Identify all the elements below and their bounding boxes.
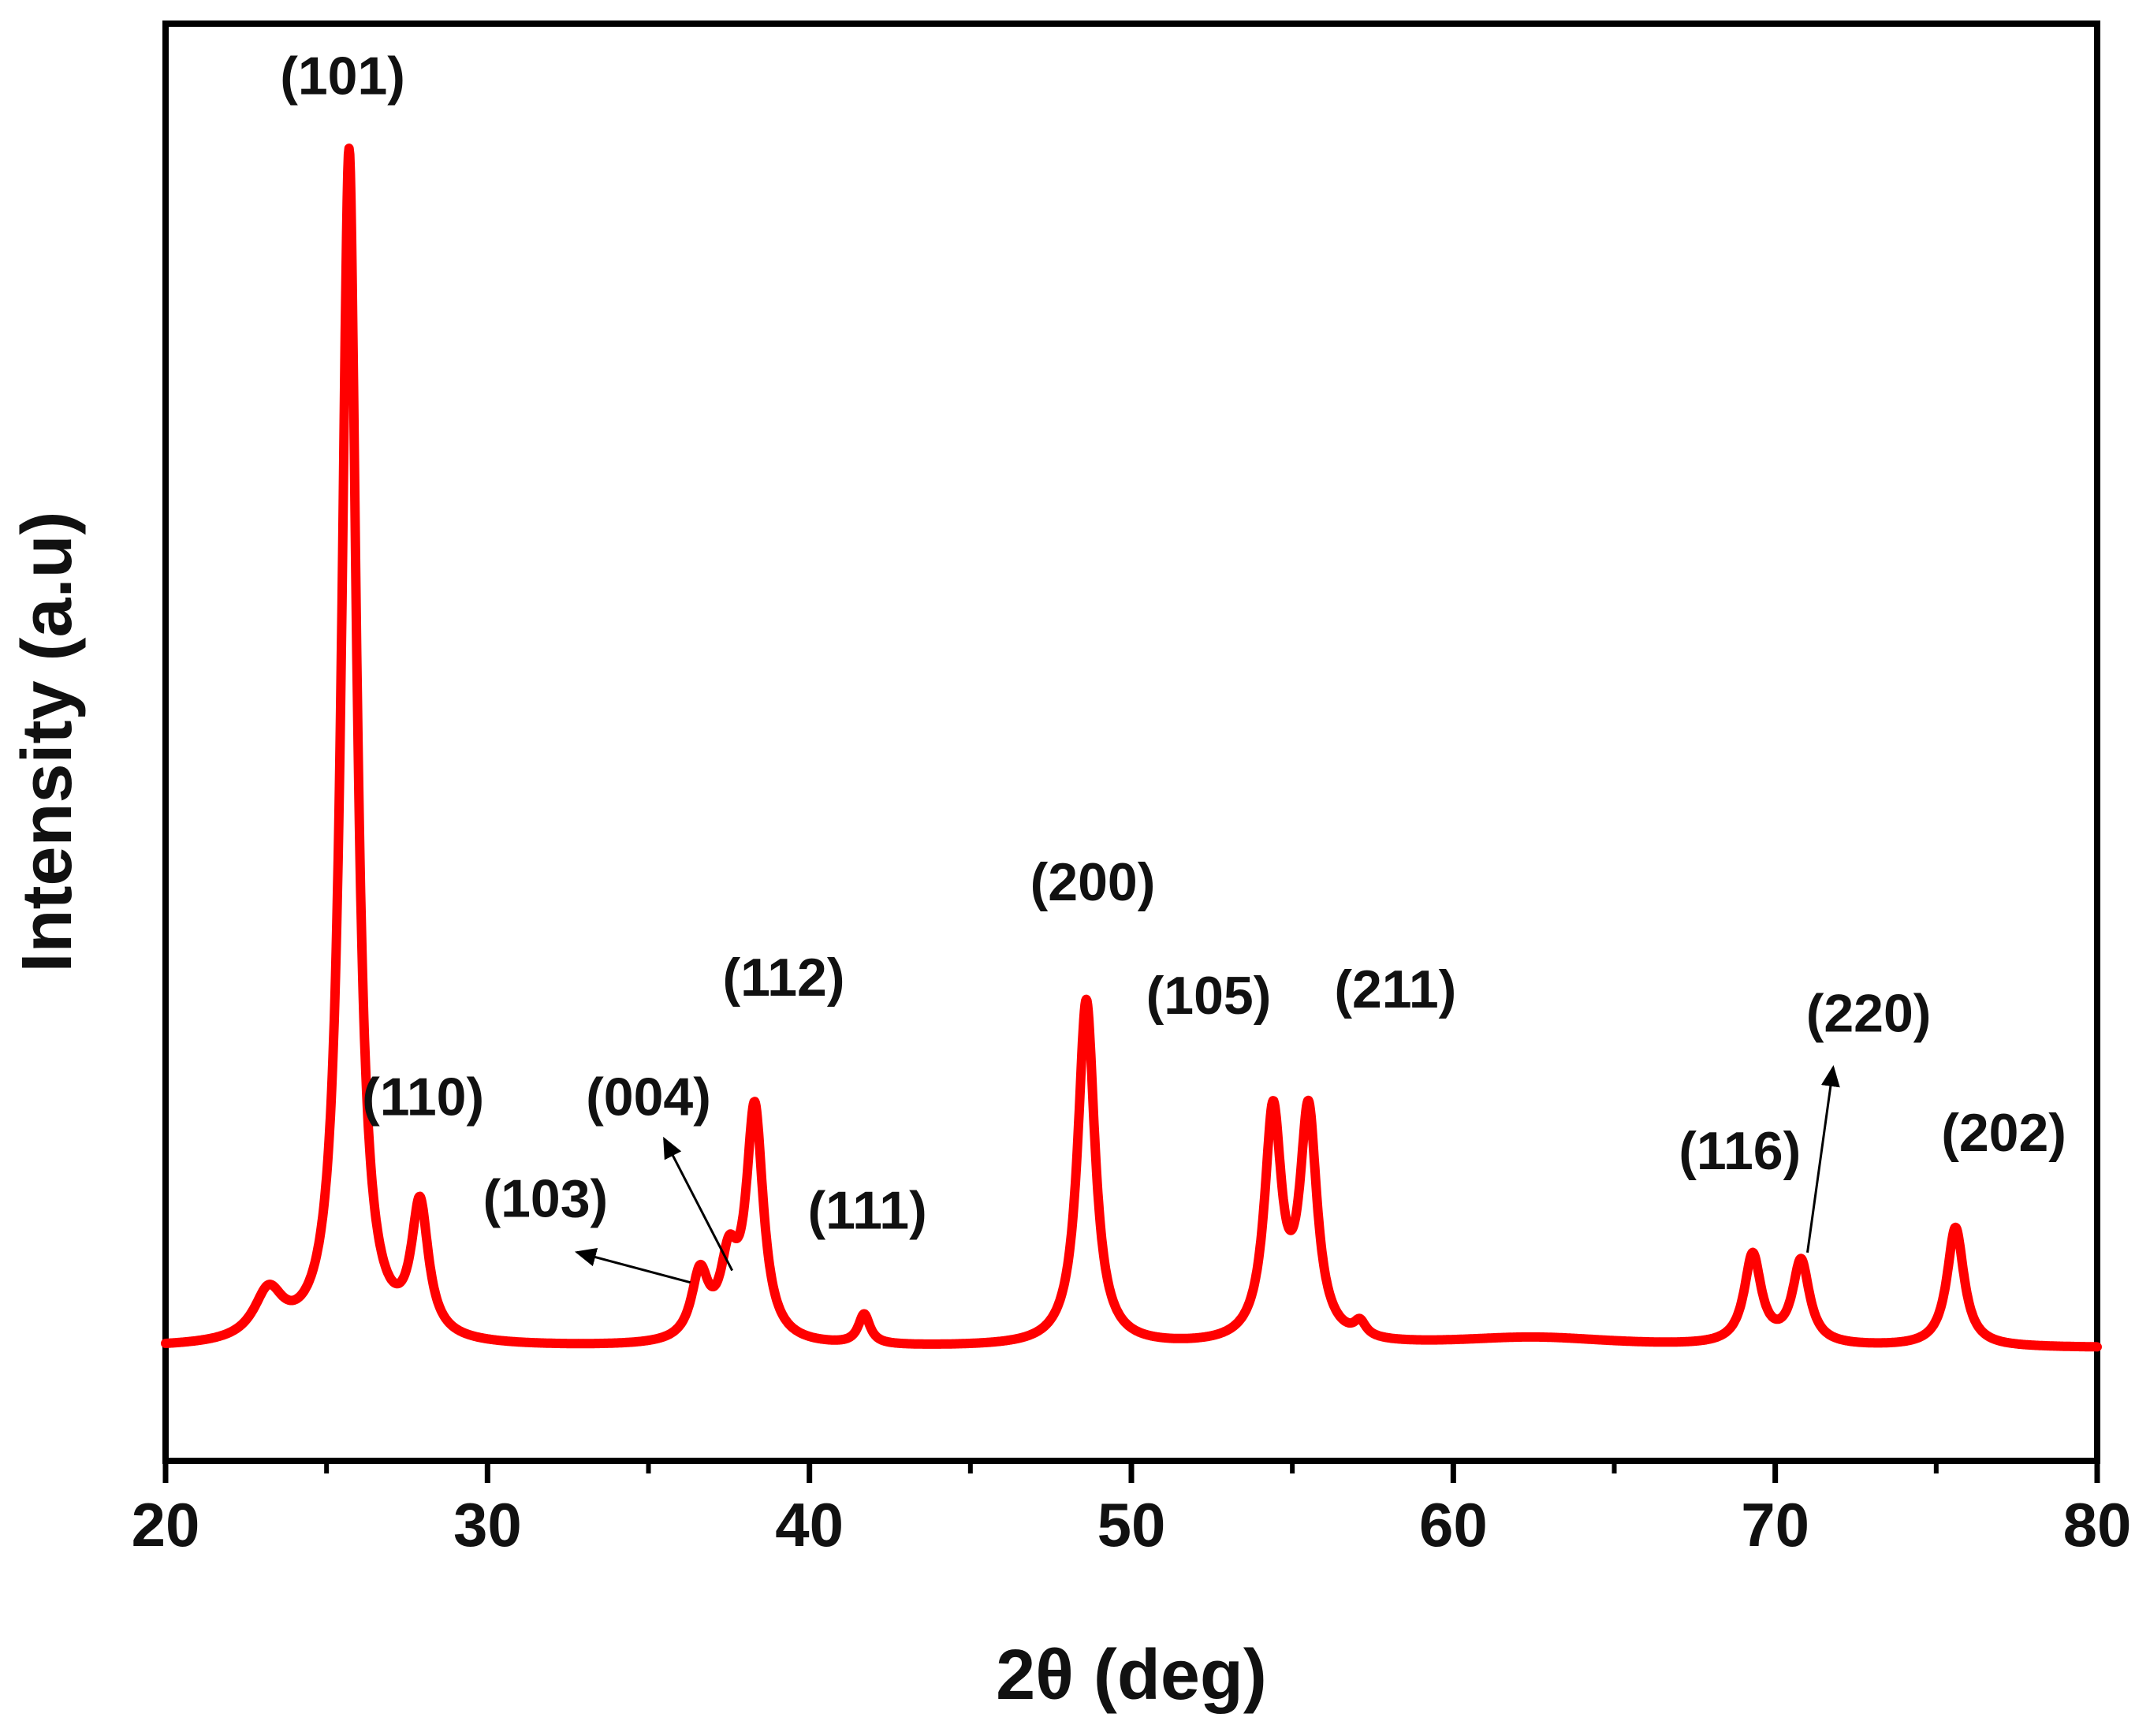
peak-label: (200) bbox=[1030, 852, 1156, 912]
peak-label: (220) bbox=[1806, 984, 1932, 1044]
x-tick-label: 80 bbox=[2063, 1490, 2132, 1559]
peak-label: (103) bbox=[483, 1168, 608, 1228]
peak-label: (116) bbox=[1679, 1121, 1801, 1181]
x-tick-label: 20 bbox=[132, 1490, 200, 1559]
x-axis-tick-labels: 20 30 40 50 60 70 80 bbox=[132, 1490, 2132, 1559]
peak-label: (112) bbox=[723, 948, 845, 1008]
annotation-arrow bbox=[663, 1136, 733, 1272]
peak-label: (105) bbox=[1146, 966, 1272, 1026]
x-tick-label: 50 bbox=[1097, 1490, 1166, 1559]
peak-label: (004) bbox=[586, 1067, 711, 1127]
peak-label: (110) bbox=[362, 1067, 484, 1127]
peak-label: (211) bbox=[1334, 959, 1456, 1019]
annotation-arrow bbox=[1806, 1065, 1840, 1254]
x-tick-label: 70 bbox=[1741, 1490, 1809, 1559]
peak-label: (101) bbox=[280, 46, 405, 106]
annotation-labels: (101) (110) (103) (004)(112) (111) (200) (105)… bbox=[280, 46, 2066, 1240]
x-tick-label: 60 bbox=[1419, 1490, 1488, 1559]
x-axis-ticks bbox=[162, 1461, 2100, 1483]
x-tick-label: 40 bbox=[775, 1490, 844, 1559]
annotation-arrows bbox=[574, 1065, 1840, 1284]
xrd-pattern-line bbox=[161, 143, 2102, 1352]
y-axis-title: Intensity (a.u) bbox=[8, 511, 87, 972]
peak-label: (111) bbox=[808, 1181, 927, 1241]
x-axis-title: 2θ (deg) bbox=[996, 1636, 1267, 1715]
peak-label: (202) bbox=[1941, 1103, 2066, 1163]
annotation-arrow bbox=[574, 1247, 691, 1284]
series-layer bbox=[161, 143, 2102, 1352]
x-tick-label: 30 bbox=[453, 1490, 522, 1559]
